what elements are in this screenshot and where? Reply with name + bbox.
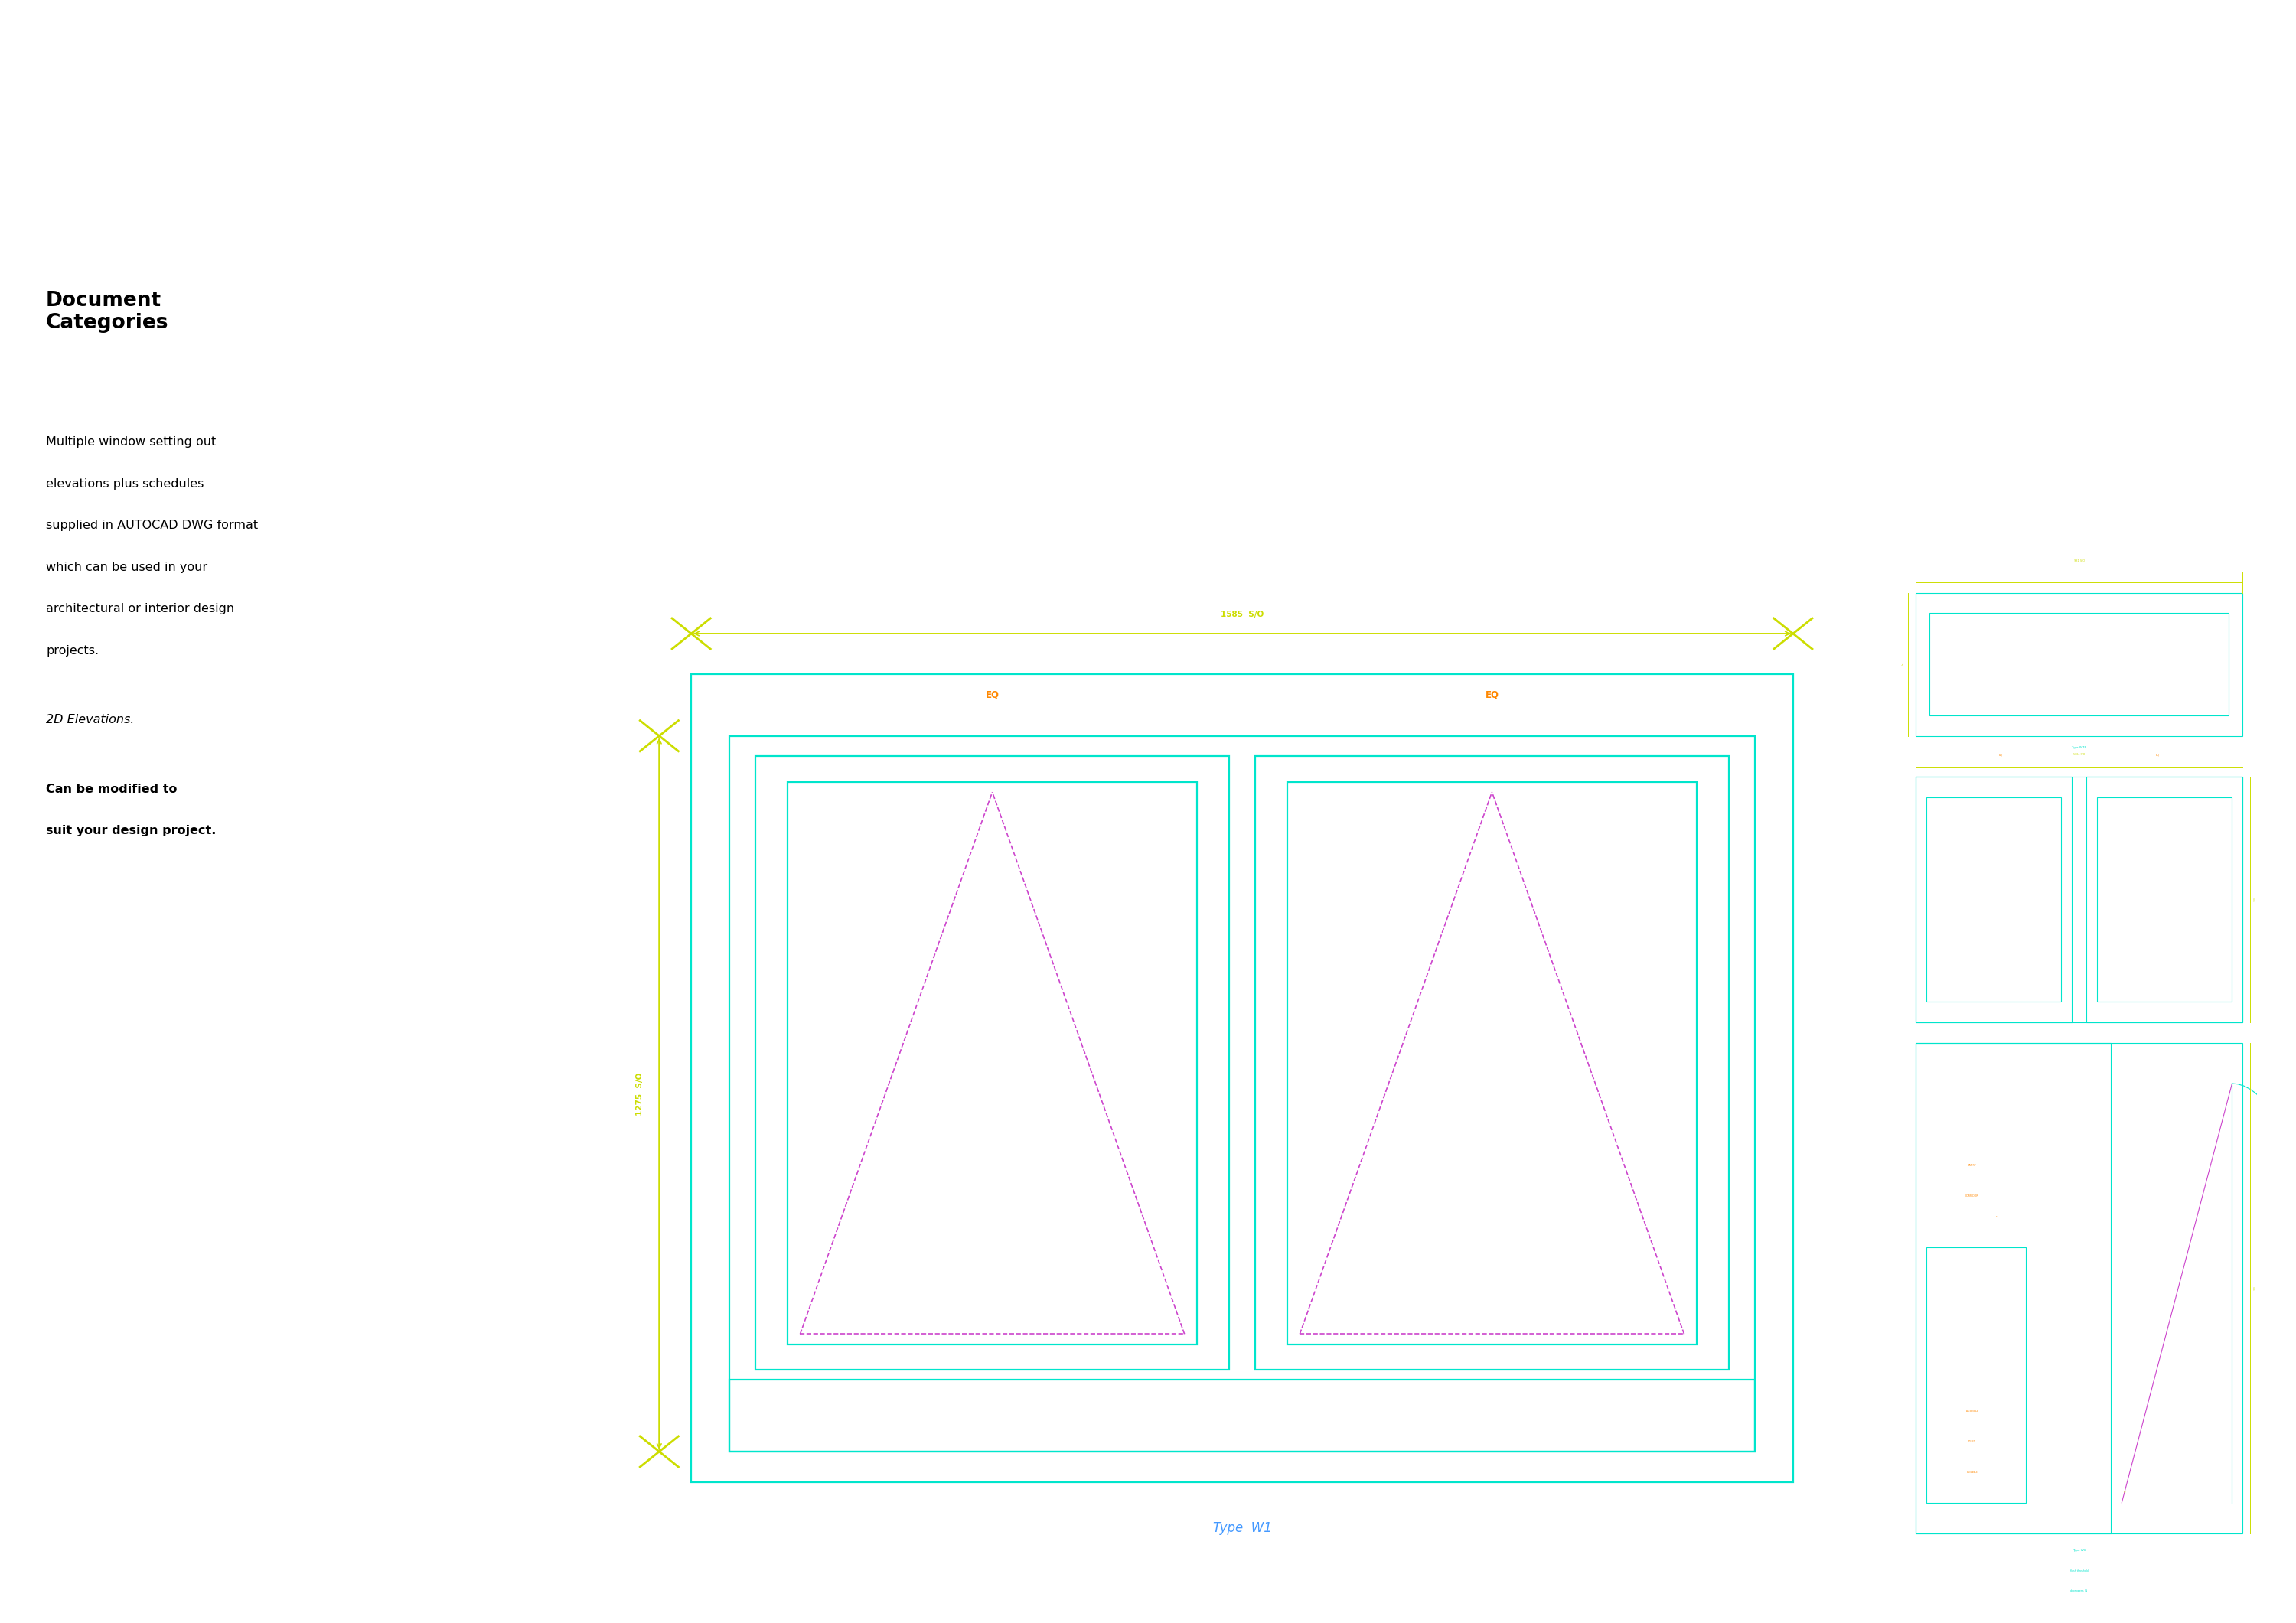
Bar — [1926, 1246, 2025, 1503]
Text: door opens IN: door opens IN — [2071, 1589, 2087, 1592]
Text: TOILET: TOILET — [1968, 1440, 1977, 1443]
Text: architectural or interior design: architectural or interior design — [46, 604, 234, 615]
Text: Multiple window setting out: Multiple window setting out — [46, 437, 216, 448]
Bar — [691, 675, 1793, 1482]
Bar — [1288, 782, 1697, 1344]
Text: EQ: EQ — [985, 690, 999, 700]
Text: ENTRANCE: ENTRANCE — [1968, 1470, 1977, 1474]
Text: 1585  S/O: 1585 S/O — [1221, 610, 1263, 618]
Bar — [755, 756, 1228, 1370]
Bar — [730, 735, 1754, 1451]
Text: 300: 300 — [2252, 1285, 2257, 1290]
Text: EQ: EQ — [1486, 690, 1499, 700]
Text: Type W7P: Type W7P — [2071, 747, 2087, 750]
Bar — [1915, 777, 2071, 1022]
Bar — [1929, 613, 2229, 716]
Bar — [788, 782, 1196, 1344]
Bar — [2096, 797, 2232, 1001]
Bar — [730, 1380, 1754, 1451]
Text: supplied in AUTOCAD DWG format: supplied in AUTOCAD DWG format — [46, 519, 257, 531]
Text: EQ: EQ — [2156, 753, 2158, 756]
Text: ENTRY: ENTRY — [1968, 1164, 1977, 1167]
Text: which can be used in your: which can be used in your — [46, 562, 207, 573]
Bar — [1915, 1042, 2243, 1534]
Text: projects.: projects. — [46, 644, 99, 656]
Text: suit your design project.: suit your design project. — [46, 824, 216, 836]
Text: 981 S/O: 981 S/O — [2073, 558, 2085, 562]
Text: Type W6: Type W6 — [2073, 1548, 2085, 1552]
Text: CORRIDOR: CORRIDOR — [1965, 1195, 1979, 1198]
Text: 90: 90 — [2124, 1492, 2126, 1495]
Bar — [1926, 797, 2062, 1001]
Text: flush threshold: flush threshold — [2071, 1569, 2087, 1573]
Bar — [1256, 756, 1729, 1370]
Text: Can be modified to: Can be modified to — [46, 784, 177, 795]
Bar — [2087, 777, 2243, 1022]
Text: Autocad DWG Files (2D): Autocad DWG Files (2D) — [64, 166, 445, 196]
Text: h/s: h/s — [1901, 662, 1906, 665]
Text: Type  W1: Type W1 — [1212, 1521, 1272, 1535]
Text: Document
Categories: Document Categories — [46, 291, 170, 333]
Text: EQ: EQ — [2000, 753, 2002, 756]
Text: 5084 S/O: 5084 S/O — [2073, 753, 2085, 756]
Text: 2D Elevations.: 2D Elevations. — [46, 714, 133, 725]
Bar — [1915, 777, 2243, 1022]
Text: AutoCAD Drawing - WINDOWS (DWG Format): AutoCAD Drawing - WINDOWS (DWG Format) — [64, 52, 1196, 96]
Text: elevations plus schedules: elevations plus schedules — [46, 479, 204, 490]
Text: ACCESSIBLE: ACCESSIBLE — [1965, 1409, 1979, 1412]
Text: 1275  S/O: 1275 S/O — [636, 1073, 643, 1115]
Bar — [1915, 592, 2243, 735]
Text: 300: 300 — [2252, 898, 2257, 902]
Bar — [1915, 1042, 2110, 1534]
